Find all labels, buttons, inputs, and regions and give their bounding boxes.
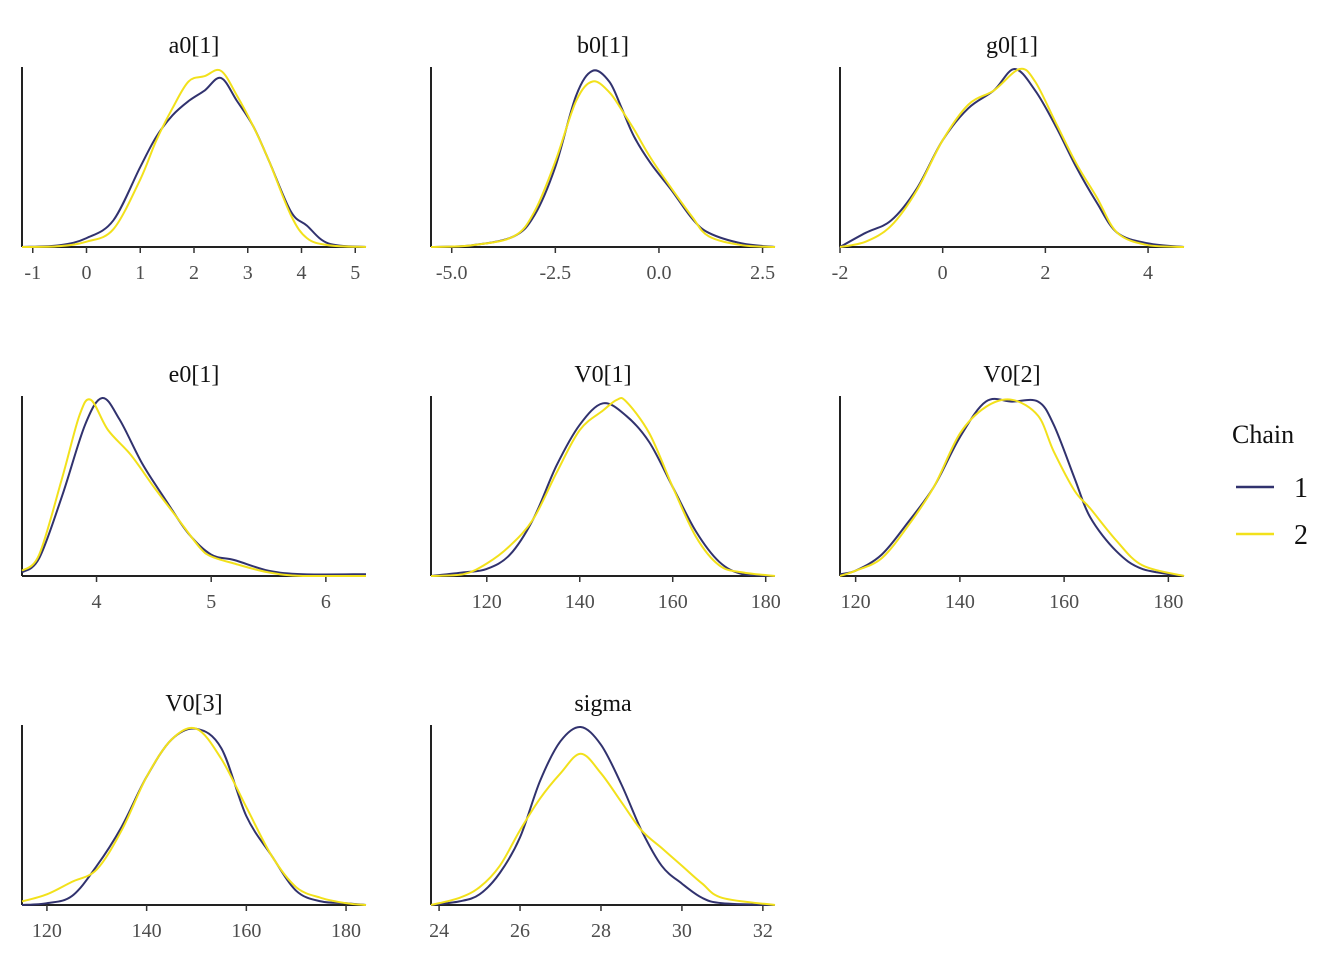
x-tick-label: -1 xyxy=(24,262,41,284)
x-tick-label: 32 xyxy=(753,920,773,942)
x-tick-label: -2.5 xyxy=(540,262,572,284)
x-tick-label: 0.0 xyxy=(646,262,671,284)
x-tick-label: 2 xyxy=(189,262,199,284)
x-tick-label: 2 xyxy=(1040,262,1050,284)
panels-group: a0[1] -1 0 1 2 3 4 5 b0[1] -5.0 -2.5 0.0 2.5 g0[1] -2 0… xyxy=(21,33,1185,942)
legend-label-chain-1: 1 xyxy=(1294,473,1308,504)
x-tick-label: 140 xyxy=(565,591,595,613)
x-tick-label: 4 xyxy=(1143,262,1153,284)
legend-title: Chain xyxy=(1232,420,1294,449)
panel-e01: e0[1] 4 5 6 xyxy=(21,362,367,613)
x-tick-label: 28 xyxy=(591,920,611,942)
density-line-chain-1 xyxy=(21,397,367,576)
panel-title: V0[2] xyxy=(983,362,1040,388)
density-line-chain-2 xyxy=(430,80,776,248)
density-line-chain-1 xyxy=(839,397,1185,577)
panel-title: e0[1] xyxy=(169,362,220,388)
panel-title: sigma xyxy=(574,691,632,717)
density-line-chain-1 xyxy=(430,402,776,577)
density-line-chain-1 xyxy=(21,727,367,906)
legend-label-chain-2: 2 xyxy=(1294,520,1308,551)
x-tick-label: 140 xyxy=(132,920,162,942)
panel-title: b0[1] xyxy=(577,33,629,59)
density-line-chain-2 xyxy=(839,67,1185,248)
panel-sigma: sigma 24 26 28 30 32 xyxy=(429,691,776,942)
x-tick-label: 2.5 xyxy=(750,262,775,284)
x-tick-label: 4 xyxy=(297,262,307,284)
panel-a01: a0[1] -1 0 1 2 3 4 5 xyxy=(21,33,367,284)
x-tick-label: 5 xyxy=(350,262,360,284)
density-line-chain-1 xyxy=(430,69,776,248)
x-tick-label: 180 xyxy=(331,920,361,942)
density-line-chain-2 xyxy=(839,398,1185,577)
panel-title: V0[1] xyxy=(574,362,631,388)
x-tick-label: 140 xyxy=(945,591,975,613)
panel-g01: g0[1] -2 0 2 4 xyxy=(832,33,1185,284)
density-line-chain-2 xyxy=(21,726,367,906)
panel-v01: V0[1] 120 140 160 180 xyxy=(430,362,781,613)
density-line-chain-2 xyxy=(430,752,776,906)
panel-v02: V0[2] 120 140 160 180 xyxy=(839,362,1185,613)
x-tick-label: -2 xyxy=(832,262,849,284)
density-line-chain-2 xyxy=(430,397,776,577)
x-tick-label: 30 xyxy=(672,920,692,942)
x-tick-label: 24 xyxy=(429,920,449,942)
panel-title: V0[3] xyxy=(165,691,222,717)
panel-title: a0[1] xyxy=(169,33,220,59)
x-tick-label: 26 xyxy=(510,920,530,942)
x-tick-label: 160 xyxy=(658,591,688,613)
x-tick-label: -5.0 xyxy=(436,262,468,284)
density-line-chain-1 xyxy=(21,76,367,248)
x-tick-label: 120 xyxy=(472,591,502,613)
x-tick-label: 3 xyxy=(243,262,253,284)
x-tick-label: 1 xyxy=(135,262,145,284)
density-line-chain-2 xyxy=(21,68,367,248)
x-tick-label: 6 xyxy=(321,591,331,613)
panel-b01: b0[1] -5.0 -2.5 0.0 2.5 xyxy=(430,33,776,284)
x-tick-label: 160 xyxy=(231,920,261,942)
x-tick-label: 4 xyxy=(92,591,102,613)
x-tick-label: 160 xyxy=(1049,591,1079,613)
x-tick-label: 0 xyxy=(82,262,92,284)
x-tick-label: 120 xyxy=(32,920,62,942)
x-tick-label: 180 xyxy=(751,591,781,613)
x-tick-label: 120 xyxy=(841,591,871,613)
chain-legend: Chain 1 2 xyxy=(1232,420,1308,551)
x-tick-label: 5 xyxy=(206,591,216,613)
panel-v03: V0[3] 120 140 160 180 xyxy=(21,691,367,942)
density-line-chain-1 xyxy=(430,725,776,906)
x-tick-label: 0 xyxy=(938,262,948,284)
x-tick-label: 180 xyxy=(1153,591,1183,613)
density-line-chain-1 xyxy=(839,68,1185,248)
panel-title: g0[1] xyxy=(986,33,1038,59)
density-line-chain-2 xyxy=(21,398,366,577)
